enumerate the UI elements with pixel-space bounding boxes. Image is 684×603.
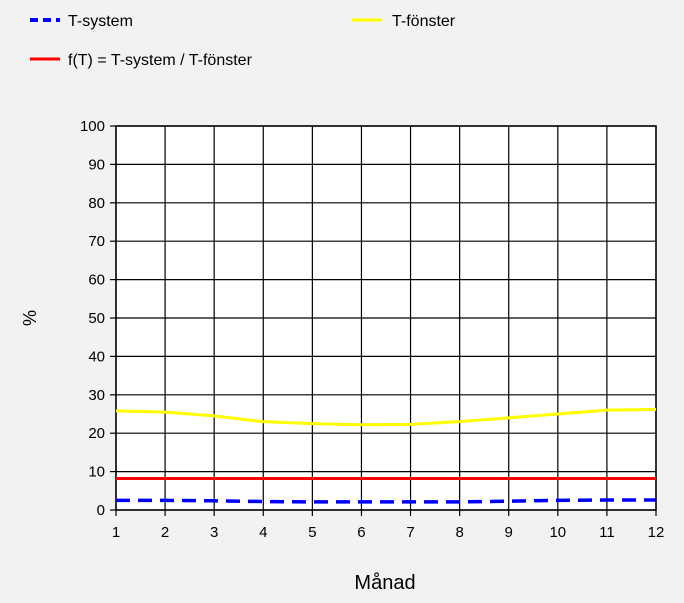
y-tick-label: 70 xyxy=(88,233,105,250)
y-tick-label: 90 xyxy=(88,156,105,173)
y-tick-label: 50 xyxy=(88,310,105,327)
x-axis-label: Månad xyxy=(354,572,415,594)
grid xyxy=(110,125,657,516)
series-line-t-system xyxy=(116,498,656,504)
x-tick-label: 8 xyxy=(455,524,463,541)
x-tick-label: 7 xyxy=(406,524,414,541)
series-line-t-f-nster xyxy=(115,407,657,427)
y-tick-label: 60 xyxy=(88,272,105,289)
y-tick-label: 0 xyxy=(97,502,105,519)
x-tick-label: 9 xyxy=(505,524,513,541)
x-tick-label: 5 xyxy=(308,524,316,541)
series-group xyxy=(115,407,657,504)
x-tick-label: 10 xyxy=(549,524,566,541)
y-tick-label: 100 xyxy=(80,118,105,135)
legend-label: f(T) = T-system / T-fönster xyxy=(68,52,253,69)
y-tick-label: 80 xyxy=(88,195,105,212)
y-tick-label: 20 xyxy=(88,425,105,442)
legend: T-system T-fönster f(T) = T-system / T-fön… xyxy=(30,13,456,69)
y-tick-label: 10 xyxy=(88,464,105,481)
x-tick-label: 3 xyxy=(210,524,218,541)
x-tick-label: 11 xyxy=(599,524,615,541)
y-axis-label: % xyxy=(20,310,40,326)
legend-label: T-system xyxy=(68,13,133,30)
x-tick-label: 4 xyxy=(259,524,267,541)
x-tick-label: 2 xyxy=(161,524,169,541)
y-tick-label: 30 xyxy=(88,387,105,404)
x-tick-label: 1 xyxy=(112,524,120,541)
plot-frame xyxy=(115,125,657,511)
legend-label: T-fönster xyxy=(392,13,456,30)
x-tick-label: 12 xyxy=(648,524,665,541)
y-tick-label: 40 xyxy=(88,348,105,365)
x-tick-label: 6 xyxy=(357,524,365,541)
